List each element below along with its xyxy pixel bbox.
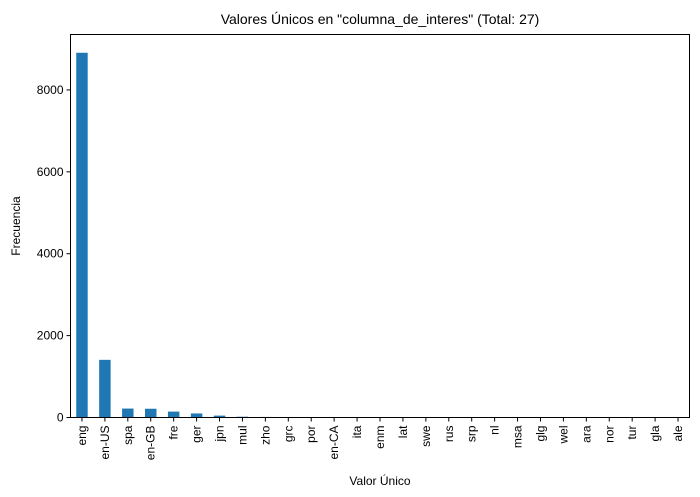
y-axis-label: Frecuencia <box>9 196 23 256</box>
y-axis: 0 2000 4000 6000 8000 <box>37 83 71 425</box>
x-tick-label: fre <box>167 425 181 439</box>
y-tick-label: 8000 <box>37 83 64 97</box>
x-axis-label: Valor Único <box>349 473 410 488</box>
x-tick-label: srp <box>465 425 479 442</box>
x-tick-label: rus <box>442 426 456 443</box>
x-tick-label: en-US <box>98 426 112 460</box>
bar-spa <box>122 408 134 418</box>
x-tick-label: mul <box>235 426 249 445</box>
x-tick-label: tur <box>625 426 639 440</box>
x-tick-label: gla <box>648 425 662 441</box>
plot-frame <box>70 34 690 418</box>
x-axis: eng en-US spa en-GB fre ger jpn mul zho grc por en-… <box>75 417 685 461</box>
x-tick-label: wel <box>556 426 570 445</box>
x-tick-label: spa <box>121 425 135 445</box>
bars-group <box>76 52 684 418</box>
y-tick-label: 0 <box>57 411 64 425</box>
x-tick-label: swe <box>419 425 433 447</box>
x-tick-label: zho <box>258 425 272 445</box>
bar-fre <box>167 411 180 418</box>
y-tick-label: 6000 <box>37 165 64 179</box>
x-tick-label: nor <box>602 425 616 442</box>
y-tick-label: 2000 <box>37 329 64 343</box>
x-tick-label: ger <box>190 425 204 442</box>
x-tick-label: por <box>304 425 318 442</box>
x-tick-label: jpn <box>213 426 227 443</box>
bar-ger <box>190 413 203 418</box>
x-tick-label: ale <box>671 425 685 441</box>
bar-eng <box>76 52 88 418</box>
bar-en-GB <box>145 408 157 418</box>
bar-en-US <box>99 359 111 418</box>
x-tick-label: en-GB <box>144 426 158 461</box>
x-tick-label: nl <box>488 426 502 435</box>
x-tick-label: glg <box>533 426 547 442</box>
y-tick-label: 4000 <box>37 247 64 261</box>
x-tick-label: grc <box>281 426 295 443</box>
bar-jpn <box>213 415 226 418</box>
x-tick-label: en-CA <box>327 426 341 460</box>
x-tick-label: eng <box>75 426 89 446</box>
x-tick-label: enm <box>373 425 387 448</box>
x-tick-label: ara <box>579 425 593 443</box>
x-tick-label: ita <box>350 425 364 438</box>
x-tick-label: lat <box>396 425 410 438</box>
x-tick-label: msa <box>511 425 525 448</box>
chart-title: Valores Únicos en "columna_de_interes" (… <box>221 11 540 27</box>
